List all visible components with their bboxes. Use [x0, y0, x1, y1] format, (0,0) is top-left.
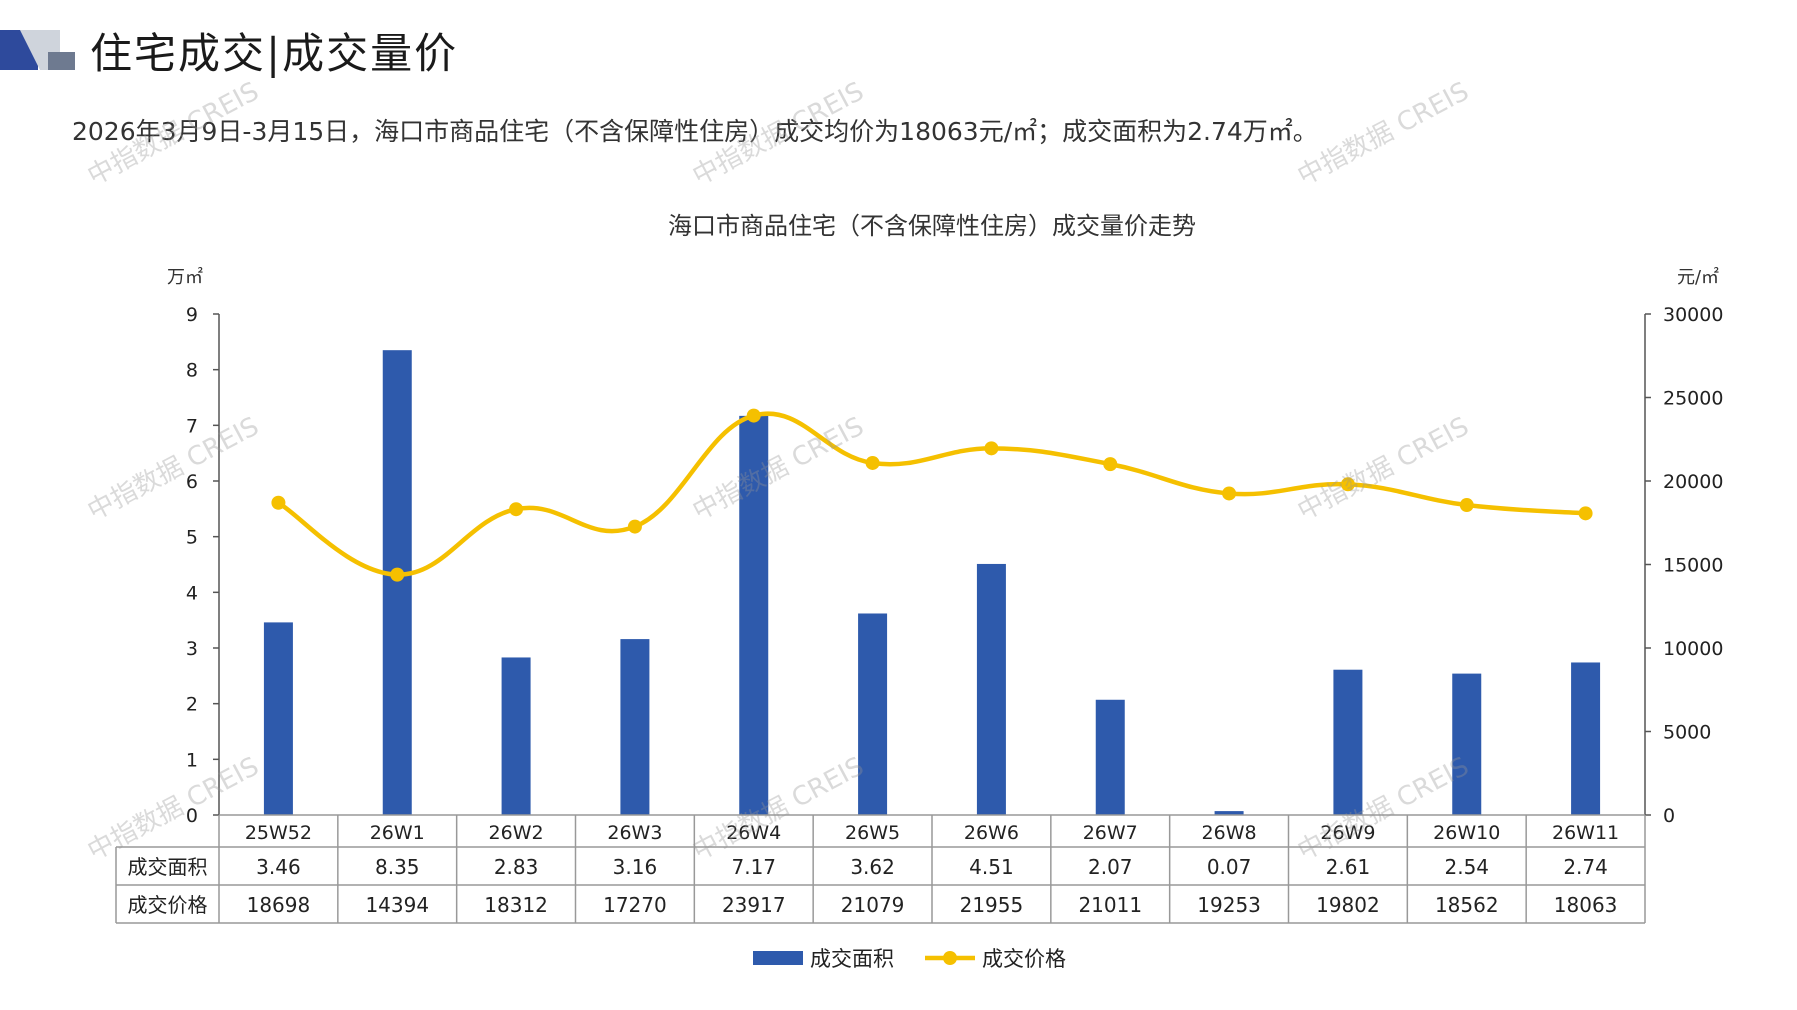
x-tick-label: 26W9 — [1320, 822, 1375, 844]
y-left-tick-label: 1 — [186, 749, 198, 771]
bar-25W52 — [263, 622, 293, 815]
bar-26W3 — [620, 639, 650, 815]
price-value-label: 18312 — [484, 893, 548, 917]
price-value-label: 17270 — [603, 893, 667, 917]
y-left-tick-label: 8 — [186, 360, 198, 382]
price-value-label: 21079 — [841, 893, 905, 917]
bar-26W5 — [858, 613, 888, 815]
x-tick-label: 26W11 — [1552, 822, 1619, 844]
legend-swatch-area — [753, 951, 803, 965]
x-tick-label: 26W7 — [1083, 822, 1138, 844]
bar-26W1 — [382, 350, 412, 815]
bar-26W6 — [976, 563, 1006, 815]
price-line — [277, 411, 1586, 577]
area-value-label: 0.07 — [1207, 855, 1252, 879]
area-value-label: 3.62 — [850, 855, 895, 879]
price-value-label: 18698 — [247, 893, 311, 917]
price-point-26W7 — [1103, 457, 1118, 472]
area-value-label: 4.51 — [969, 855, 1014, 879]
y-right-tick-label: 10000 — [1663, 638, 1723, 660]
area-value-label: 3.46 — [256, 855, 301, 879]
area-value-label: 2.07 — [1088, 855, 1133, 879]
y-left-tick-label: 7 — [186, 415, 198, 437]
y-left-tick-label: 0 — [186, 805, 198, 827]
price-point-26W9 — [1340, 477, 1355, 492]
x-tick-label: 26W8 — [1202, 822, 1257, 844]
bar-26W10 — [1452, 673, 1482, 815]
chart-title: 海口市商品住宅（不含保障性住房）成交量价走势 — [668, 212, 1196, 240]
area-value-label: 2.83 — [494, 855, 539, 879]
price-point-25W52 — [271, 495, 286, 510]
price-value-label: 23917 — [722, 893, 786, 917]
price-point-26W1 — [390, 567, 405, 582]
x-tick-label: 26W3 — [607, 822, 662, 844]
area-value-label: 3.16 — [613, 855, 658, 879]
y-right-tick-label: 0 — [1663, 805, 1675, 827]
y-right-unit: 元/㎡ — [1677, 266, 1719, 288]
area-value-label: 8.35 — [375, 855, 420, 879]
price-value-label: 14394 — [365, 893, 429, 917]
bar-26W11 — [1571, 662, 1601, 815]
price-value-label: 18562 — [1435, 893, 1499, 917]
area-value-label: 2.54 — [1444, 855, 1489, 879]
bar-26W7 — [1095, 699, 1125, 815]
y-left-unit: 万㎡ — [167, 266, 203, 288]
bar-26W4 — [739, 415, 769, 815]
y-right-tick-label: 15000 — [1663, 555, 1723, 577]
table-row-header-area: 成交面积 — [128, 855, 208, 879]
price-point-26W8 — [1222, 486, 1237, 501]
area-value-label: 2.61 — [1326, 855, 1371, 879]
x-tick-label: 26W10 — [1433, 822, 1500, 844]
y-left-tick-label: 2 — [186, 694, 198, 716]
price-value-label: 19802 — [1316, 893, 1380, 917]
y-right-tick-label: 30000 — [1663, 304, 1723, 326]
price-point-26W11 — [1578, 506, 1593, 521]
legend-label-area: 成交面积 — [810, 947, 894, 971]
legend-marker-price — [943, 951, 957, 965]
area-value-label: 7.17 — [731, 855, 776, 879]
y-left-tick-label: 5 — [186, 527, 198, 549]
x-tick-label: 26W1 — [370, 822, 425, 844]
y-left-tick-label: 6 — [186, 471, 198, 493]
y-right-tick-label: 5000 — [1663, 722, 1711, 744]
price-value-label: 21955 — [960, 893, 1024, 917]
page-title: 住宅成交|成交量价 — [90, 29, 459, 78]
y-left-tick-label: 4 — [186, 582, 198, 604]
price-value-label: 19253 — [1197, 893, 1261, 917]
y-right-tick-label: 20000 — [1663, 471, 1723, 493]
y-left-tick-label: 9 — [186, 304, 198, 326]
x-tick-label: 25W52 — [245, 822, 312, 844]
bar-26W8 — [1214, 811, 1244, 815]
x-tick-label: 26W4 — [726, 822, 781, 844]
price-point-26W6 — [984, 441, 999, 456]
price-point-26W5 — [865, 455, 880, 470]
brand-logo — [0, 30, 75, 70]
y-right-tick-label: 25000 — [1663, 388, 1723, 410]
y-left-tick-label: 3 — [186, 638, 198, 660]
price-value-label: 21011 — [1078, 893, 1142, 917]
x-tick-label: 26W5 — [845, 822, 900, 844]
price-point-26W4 — [746, 408, 761, 423]
bar-26W2 — [501, 657, 531, 815]
area-value-label: 2.74 — [1563, 855, 1608, 879]
price-point-26W3 — [627, 519, 642, 534]
x-tick-label: 26W2 — [489, 822, 544, 844]
summary-text: 2026年3月9日-3月15日，海口市商品住宅（不含保障性住房）成交均价为180… — [72, 117, 1318, 146]
bar-26W9 — [1333, 669, 1363, 815]
legend-label-price: 成交价格 — [982, 947, 1066, 971]
table-row-header-price: 成交价格 — [128, 893, 208, 917]
price-value-label: 18063 — [1554, 893, 1618, 917]
x-tick-label: 26W6 — [964, 822, 1019, 844]
price-point-26W2 — [509, 502, 524, 517]
price-point-26W10 — [1459, 498, 1474, 513]
